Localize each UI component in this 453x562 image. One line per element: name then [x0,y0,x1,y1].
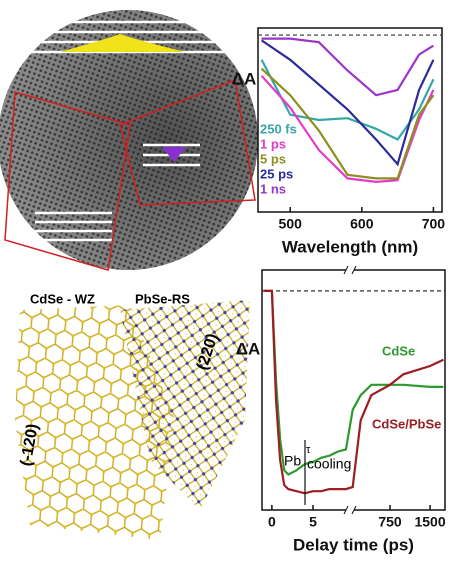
x-tick-label: 600 [350,216,374,232]
structure-label: PbSe-RS [135,291,190,306]
annotation: τ [306,444,311,456]
y-axis-label: ΔA [232,69,257,88]
series-line [260,67,435,180]
x-tick-label: 0 [268,514,276,530]
series-line [263,289,444,476]
annotation: cooling [307,456,351,472]
crystal-structure: CdSe - WZ PbSe-RS (220) (-120) [15,291,250,540]
series-label: CdSe/PbSe [372,416,441,431]
x-axis-label: Wavelength (nm) [282,237,418,256]
annotation: Pb [284,453,301,469]
axis-break [346,265,354,275]
legend-entry: 5 ps [260,151,286,166]
axis-break [346,505,354,515]
series-line [261,37,434,97]
x-tick-label: 750 [378,514,402,530]
x-tick-label: 5 [309,514,317,530]
legend-entry: 25 ps [260,166,293,181]
legend-entry: 250 fs [260,121,297,136]
x-tick-label: 700 [422,216,446,232]
x-tick-label: 500 [279,216,303,232]
y-axis-label: ΔA [236,339,261,358]
structure-label: CdSe - WZ [30,291,95,306]
series-line [260,39,435,167]
plots: ΔA Wavelength (nm) 500 600 700 250 fs1 ps5 ps… [232,27,446,554]
plot-frame [257,27,443,213]
axis-break [343,505,357,515]
axis-break [343,265,357,275]
tem-image [0,10,258,271]
legend-entry: 1 ps [260,136,286,151]
legend-entry: 1 ns [260,181,286,196]
x-tick-label: 1500 [414,514,445,530]
series-line [263,289,444,495]
series-label: CdSe [382,343,415,358]
series-line [260,75,435,184]
x-axis-label: Delay time (ps) [293,535,414,554]
